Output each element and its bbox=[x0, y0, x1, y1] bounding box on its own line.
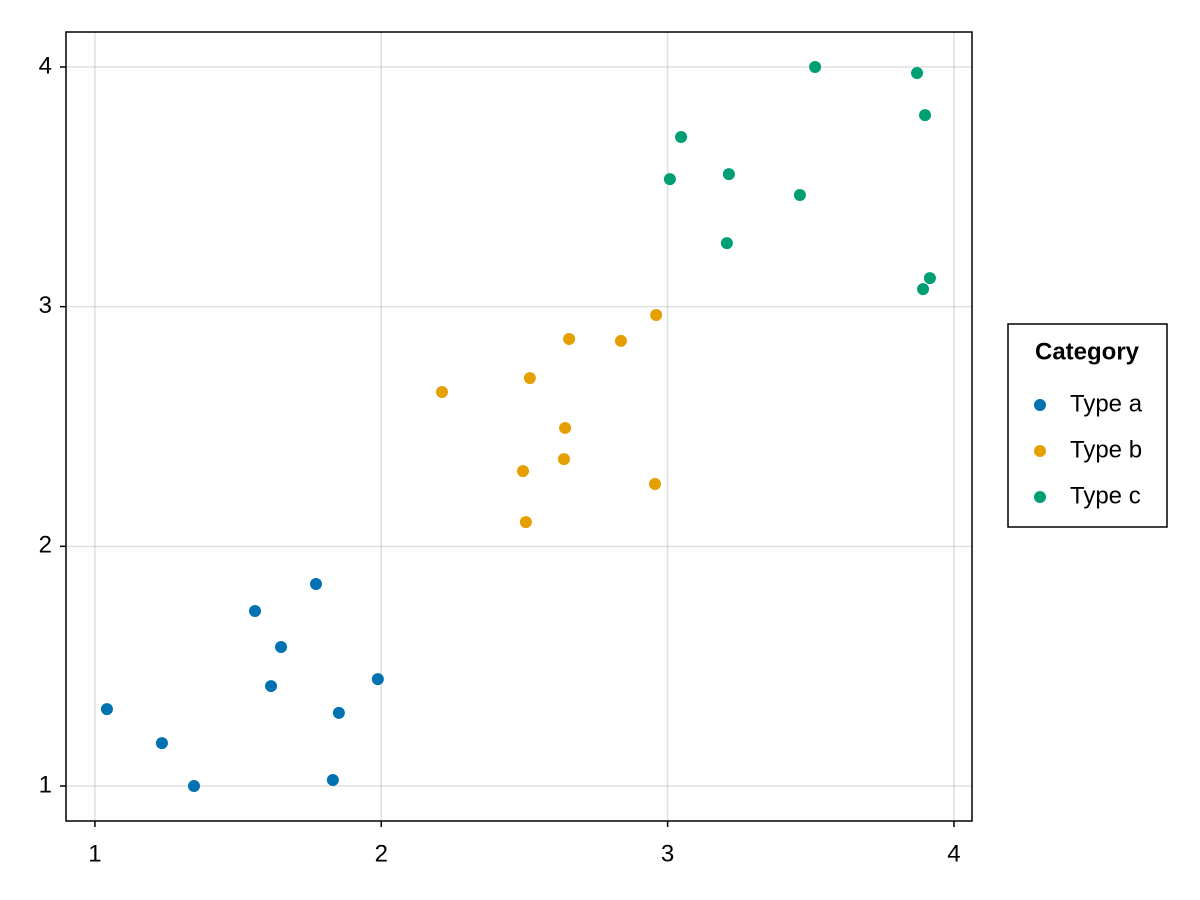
point bbox=[649, 478, 662, 491]
y-tick-label: 1 bbox=[39, 771, 52, 798]
point bbox=[519, 516, 532, 529]
point bbox=[923, 272, 936, 285]
y-tick-label: 4 bbox=[39, 52, 52, 79]
point bbox=[309, 577, 322, 590]
point bbox=[275, 640, 288, 653]
point bbox=[917, 283, 930, 296]
x-tick-label: 4 bbox=[947, 840, 960, 867]
point bbox=[793, 188, 806, 201]
x-tick-label: 1 bbox=[88, 840, 101, 867]
legend-marker bbox=[1034, 445, 1046, 457]
point bbox=[248, 605, 261, 618]
point bbox=[435, 385, 448, 398]
x-tick-label: 3 bbox=[661, 840, 674, 867]
point bbox=[663, 173, 676, 186]
point bbox=[675, 130, 688, 143]
legend-label: Type b bbox=[1070, 436, 1142, 463]
legend-label: Type a bbox=[1070, 390, 1143, 417]
legend-marker bbox=[1034, 399, 1046, 411]
point bbox=[911, 66, 924, 79]
point bbox=[722, 168, 735, 181]
point bbox=[100, 703, 113, 716]
legend: Category Type a Type b Type c bbox=[1007, 323, 1168, 528]
point bbox=[265, 680, 278, 693]
y-tick-label: 2 bbox=[39, 532, 52, 559]
grid: 1 2 3 4 1 2 3 4 bbox=[39, 32, 972, 867]
point bbox=[187, 780, 200, 793]
point bbox=[326, 774, 339, 787]
point bbox=[563, 333, 576, 346]
legend-box bbox=[1007, 323, 1168, 528]
point bbox=[650, 309, 663, 322]
x-tick-label: 2 bbox=[375, 840, 388, 867]
point bbox=[720, 237, 733, 250]
legend-label: Type c bbox=[1070, 482, 1141, 509]
point bbox=[559, 421, 572, 434]
point bbox=[557, 453, 570, 466]
point bbox=[371, 673, 384, 686]
plot-frame bbox=[65, 31, 973, 822]
legend-title: Category bbox=[1035, 338, 1140, 365]
point bbox=[809, 60, 822, 73]
point bbox=[919, 109, 932, 122]
point bbox=[614, 334, 627, 347]
point bbox=[332, 706, 345, 719]
point bbox=[155, 737, 168, 750]
legend-marker bbox=[1034, 491, 1046, 503]
marks bbox=[100, 60, 936, 793]
point bbox=[517, 465, 530, 478]
y-tick-label: 3 bbox=[39, 292, 52, 319]
point bbox=[523, 372, 536, 385]
